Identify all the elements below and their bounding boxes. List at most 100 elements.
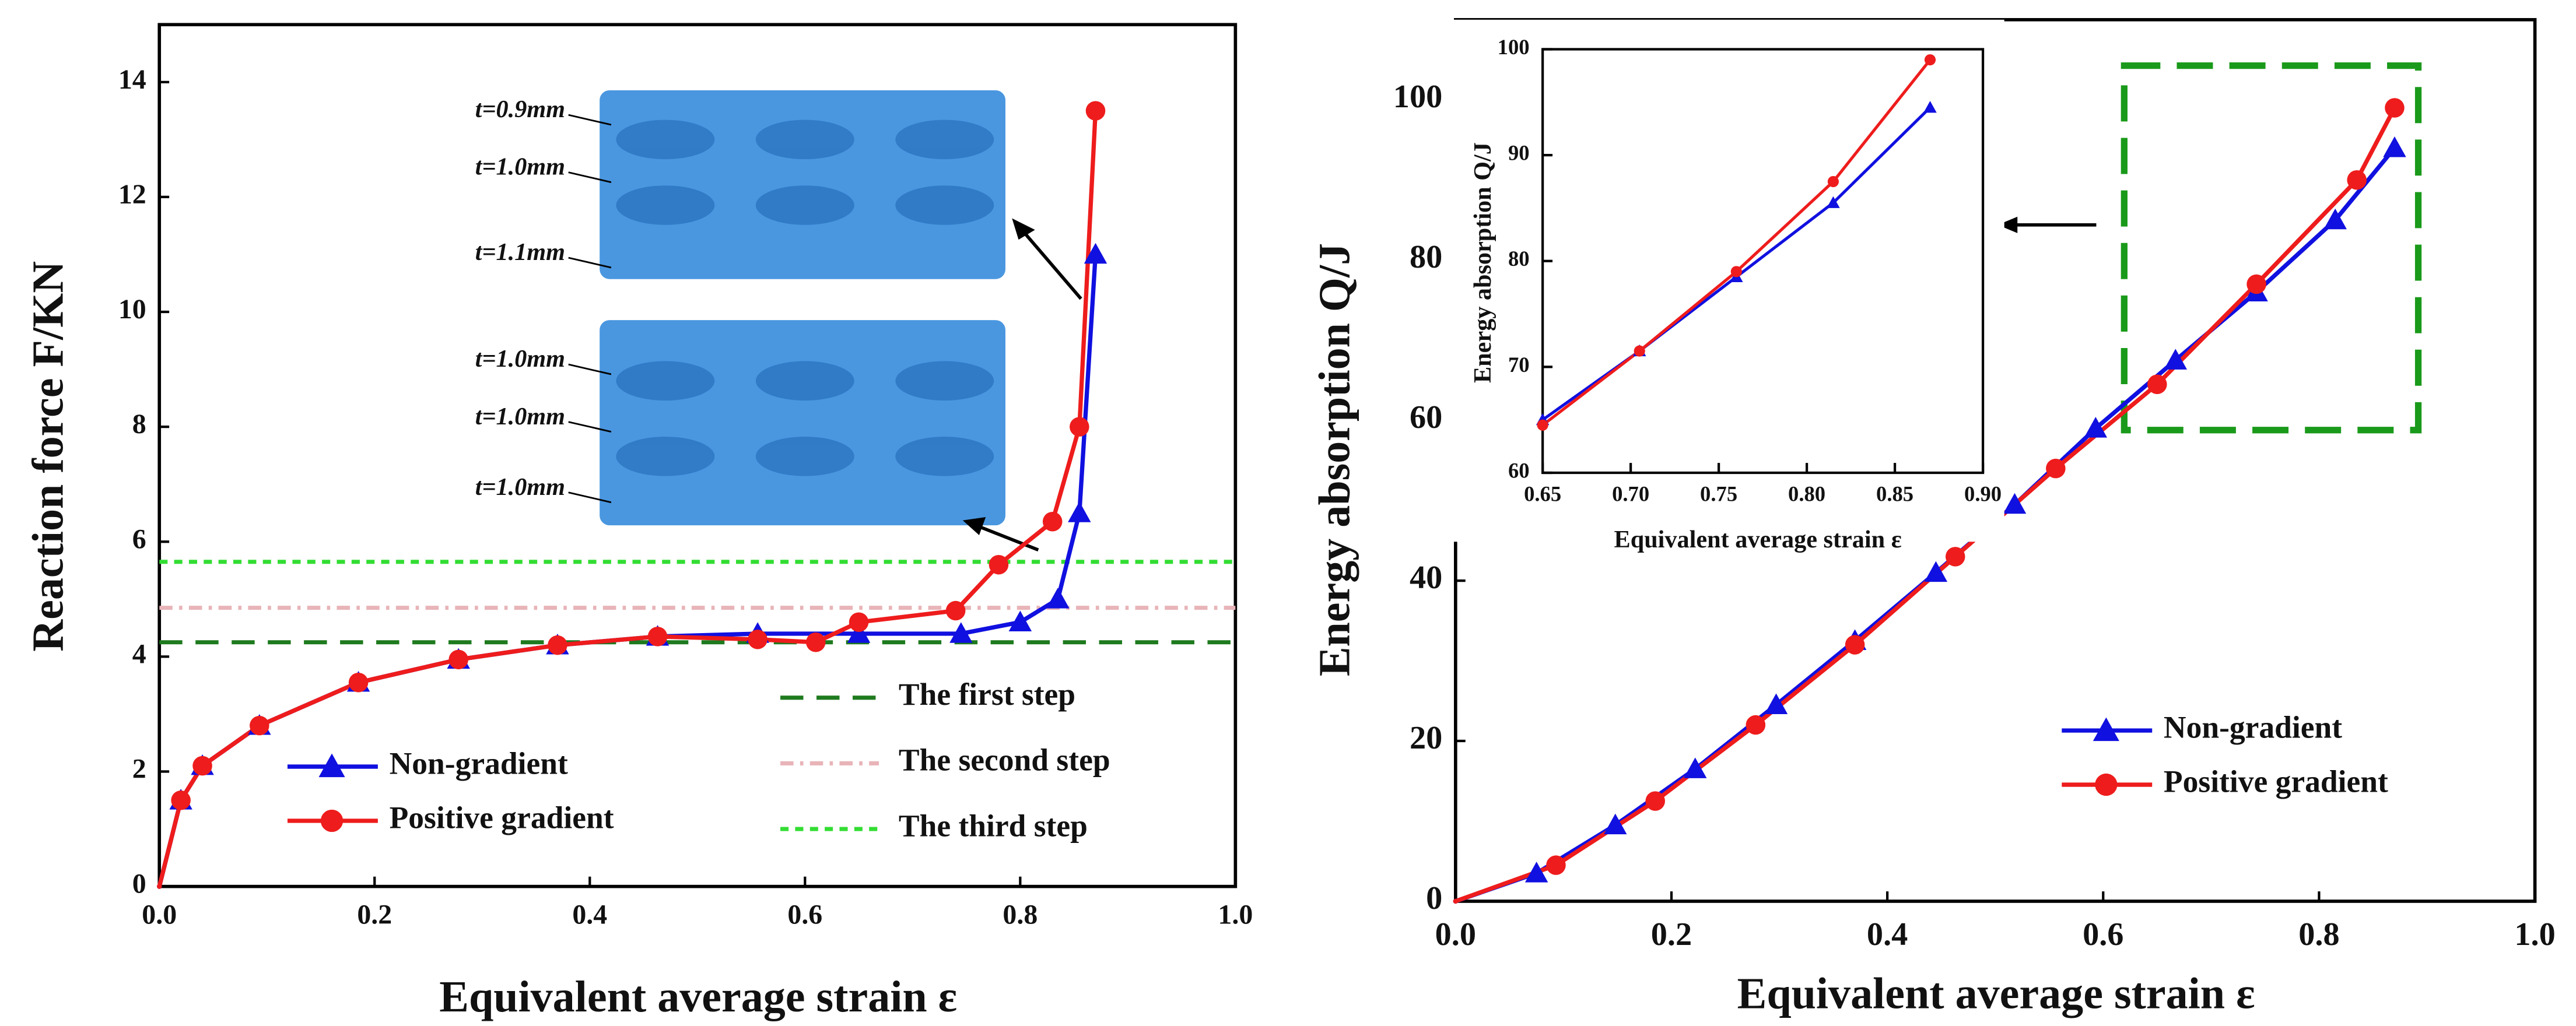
x-tick-label: 0.80 — [1788, 482, 1825, 506]
marker — [2246, 275, 2266, 294]
y-tick-label: 0 — [1426, 880, 1442, 916]
y-tick-label: 100 — [1393, 79, 1442, 115]
structure-label: t=0.9mm — [475, 96, 565, 123]
x-tick-label: 0.65 — [1524, 482, 1561, 506]
y-tick-label: 10 — [118, 294, 146, 325]
marker — [1645, 791, 1665, 811]
x-tick-label: 0.0 — [1435, 916, 1476, 953]
y-tick-label: 90 — [1508, 141, 1530, 165]
marker — [1746, 715, 1766, 735]
y-axis-label: Reaction force F/KN — [24, 261, 73, 652]
marker — [849, 613, 869, 633]
marker — [1068, 501, 1091, 522]
marker — [1828, 176, 1839, 187]
marker — [2385, 98, 2405, 118]
marker — [548, 635, 567, 655]
legend-label: The first step — [899, 677, 1075, 712]
marker — [1043, 512, 1063, 532]
marker — [1525, 862, 1548, 882]
y-tick-label: 4 — [132, 638, 146, 669]
x-tick-label: 0.4 — [572, 899, 607, 930]
marker — [989, 555, 1009, 575]
chart: 0.65 0.70 0.75 0.80 0.85 0.90 60 70 80 90 100 Equiv… — [1452, 20, 2004, 553]
marker — [321, 810, 343, 832]
legend-label: Positive gradient — [2164, 764, 2388, 799]
marker — [946, 601, 966, 621]
x-tick-label: 0.0 — [142, 899, 177, 930]
structure-label: t=1.0mm — [475, 473, 565, 501]
x-tick-label: 0.2 — [357, 899, 392, 930]
legend-label: The second step — [899, 743, 1110, 778]
marker — [1634, 346, 1645, 357]
marker — [1086, 101, 1106, 121]
marker — [171, 790, 191, 810]
structure-label: t=1.1mm — [475, 238, 565, 266]
y-axis-label: Energy absorption Q/J — [1310, 243, 1359, 676]
marker — [806, 633, 826, 652]
structure-illustration — [600, 90, 1081, 550]
x-axis-label: Equivalent average strain ε — [1737, 969, 2255, 1018]
legend-label: The third step — [899, 808, 1088, 843]
marker — [2347, 170, 2367, 190]
y-tick-label: 14 — [118, 64, 146, 95]
figure: 0.0 0.2 0.4 0.6 0.8 1.0 0 2 4 6 8 10 12 14 Equivalent … — [0, 0, 2576, 1026]
y-tick-label: 2 — [132, 754, 146, 785]
marker — [1546, 855, 1566, 875]
x-tick-label: 0.2 — [1651, 916, 1692, 953]
marker — [748, 630, 767, 649]
x-tick-label: 0.8 — [1003, 899, 1038, 930]
y-tick-label: 60 — [1508, 458, 1530, 482]
y-tick-label: 8 — [132, 409, 146, 440]
marker — [1453, 899, 1458, 904]
x-tick-label: 0.4 — [1867, 916, 1908, 953]
x-tick-label: 0.6 — [2083, 916, 2123, 953]
structure-label: t=1.0mm — [475, 153, 565, 181]
marker — [1046, 588, 1069, 608]
marker — [2046, 459, 2066, 479]
x-tick-label: 0.8 — [2298, 916, 2339, 953]
marker — [448, 650, 468, 670]
x-tick-label: 0.70 — [1612, 482, 1649, 506]
x-tick-label: 0.75 — [1700, 482, 1737, 506]
y-tick-label: 40 — [1410, 560, 1442, 596]
legend-label: Positive gradient — [390, 800, 614, 835]
y-tick-label: 6 — [132, 523, 146, 554]
y-axis-label: Energy absorption Q/J — [1469, 142, 1496, 383]
x-axis-label: Equivalent average strain ε — [1614, 526, 1902, 553]
x-axis-label: Equivalent average strain ε — [439, 972, 957, 1021]
legend-label: Non-gradient — [390, 746, 568, 781]
x-tick-label: 0.85 — [1876, 482, 1913, 506]
x-tick-label: 0.90 — [1964, 482, 2002, 506]
marker — [250, 716, 269, 736]
zoom-indicator — [1997, 66, 2418, 430]
x-tick-label: 1.0 — [1218, 899, 1253, 930]
structure-label: t=1.0mm — [475, 403, 565, 430]
marker — [2383, 136, 2406, 157]
marker — [349, 673, 369, 693]
marker — [1009, 611, 1032, 631]
marker — [192, 756, 212, 776]
y-tick-label: 80 — [1410, 239, 1442, 275]
marker — [1946, 547, 1965, 567]
y-tick-label: 100 — [1498, 35, 1530, 59]
marker — [1845, 635, 1865, 655]
marker — [157, 884, 162, 888]
marker — [1925, 54, 1936, 65]
marker — [2147, 375, 2167, 395]
marker — [648, 627, 668, 646]
structure-label: t=1.0mm — [475, 345, 565, 373]
x-tick-label: 0.6 — [787, 899, 822, 930]
y-tick-label: 60 — [1410, 399, 1442, 435]
y-tick-label: 0 — [132, 869, 146, 899]
y-tick-label: 80 — [1508, 247, 1530, 270]
y-tick-label: 20 — [1410, 720, 1442, 756]
marker — [1731, 266, 1742, 277]
marker — [1537, 420, 1548, 431]
x-tick-label: 1.0 — [2514, 916, 2555, 953]
legend-label: Non-gradient — [2164, 709, 2342, 744]
marker — [1070, 417, 1089, 437]
marker — [2095, 774, 2117, 796]
y-tick-label: 12 — [118, 179, 146, 210]
y-tick-label: 70 — [1508, 353, 1530, 377]
inset-background — [1452, 20, 2004, 542]
